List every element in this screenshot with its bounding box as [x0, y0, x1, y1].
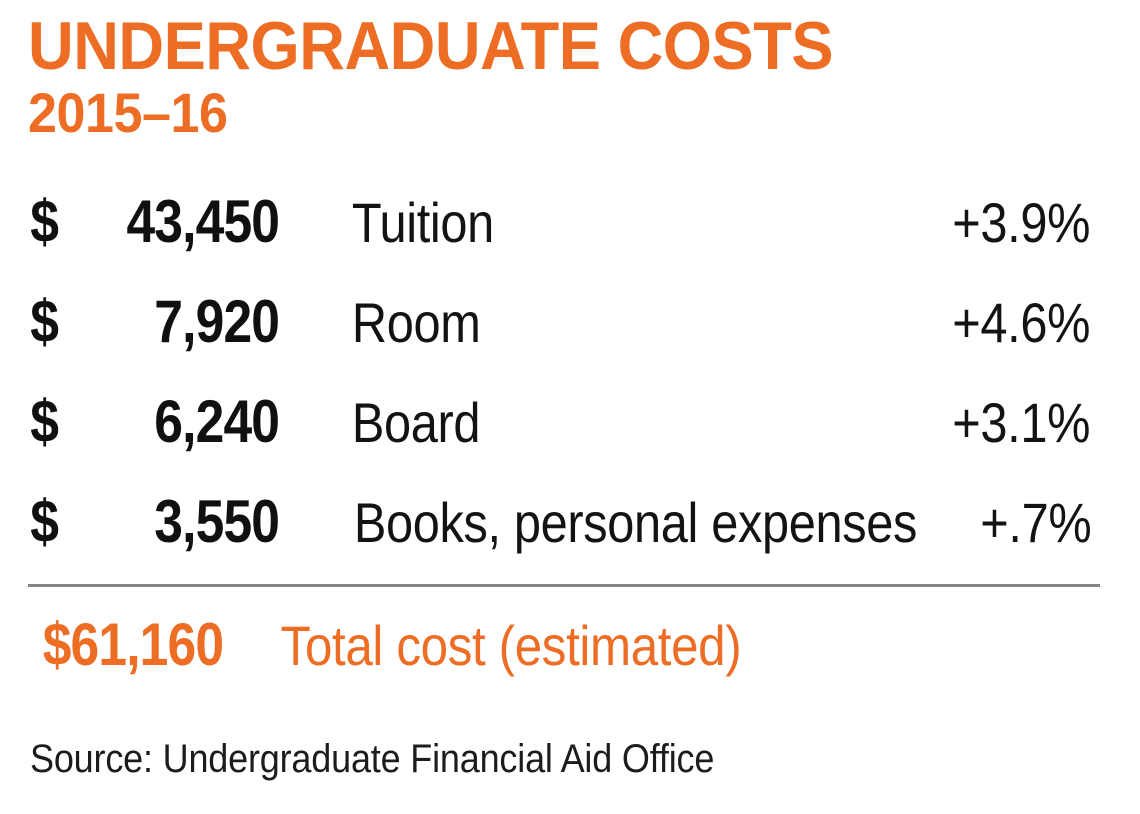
cost-category-label: Books, personal expenses [353, 491, 918, 554]
source-note: Source: Undergraduate Financial Aid Offi… [30, 737, 715, 781]
cost-rows-list: $ 43,450 Tuition +3.9% $ 7,920 Room +4.6… [28, 192, 1100, 592]
total-row: $61,160 Total cost (estimated) [28, 612, 1100, 679]
table-row: $ 6,240 Board +3.1% [28, 392, 1100, 492]
amount-cell: $ 6,240 [28, 392, 296, 452]
currency-symbol: $ [30, 188, 59, 255]
cost-category-label: Room [351, 291, 481, 354]
amount-cell: $ 3,550 [28, 492, 296, 552]
amount-cell: $ 43,450 [28, 192, 296, 252]
total-amount-value: $61,160 [42, 611, 224, 678]
total-divider-rule [28, 584, 1100, 587]
currency-symbol: $ [30, 388, 59, 455]
cost-category-label: Board [351, 391, 481, 454]
amount-value: 3,550 [154, 488, 281, 555]
page-title: UNDERGRADUATE COSTS [28, 8, 834, 84]
table-row: $ 7,920 Room +4.6% [28, 292, 1100, 392]
cost-category-label: Tuition [351, 191, 494, 254]
amount-cell: $ 7,920 [28, 292, 296, 352]
page-subtitle-year-range: 2015–16 [28, 81, 228, 144]
table-row: $ 43,450 Tuition +3.9% [28, 192, 1100, 292]
currency-symbol: $ [30, 288, 59, 355]
amount-value: 43,450 [126, 188, 281, 255]
percent-change-value: +3.9% [951, 191, 1090, 254]
amount-value: 7,920 [154, 288, 281, 355]
percent-change-value: +4.6% [951, 291, 1090, 354]
amount-value: 6,240 [154, 388, 281, 455]
currency-symbol: $ [30, 488, 59, 555]
title-block: UNDERGRADUATE COSTS 2015–16 [28, 8, 1100, 144]
percent-change-value: +3.1% [951, 391, 1090, 454]
total-label: Total cost (estimated) [280, 614, 742, 677]
table-row: $ 3,550 Books, personal expenses +.7% [28, 492, 1100, 592]
percent-change-value: +.7% [980, 491, 1092, 554]
